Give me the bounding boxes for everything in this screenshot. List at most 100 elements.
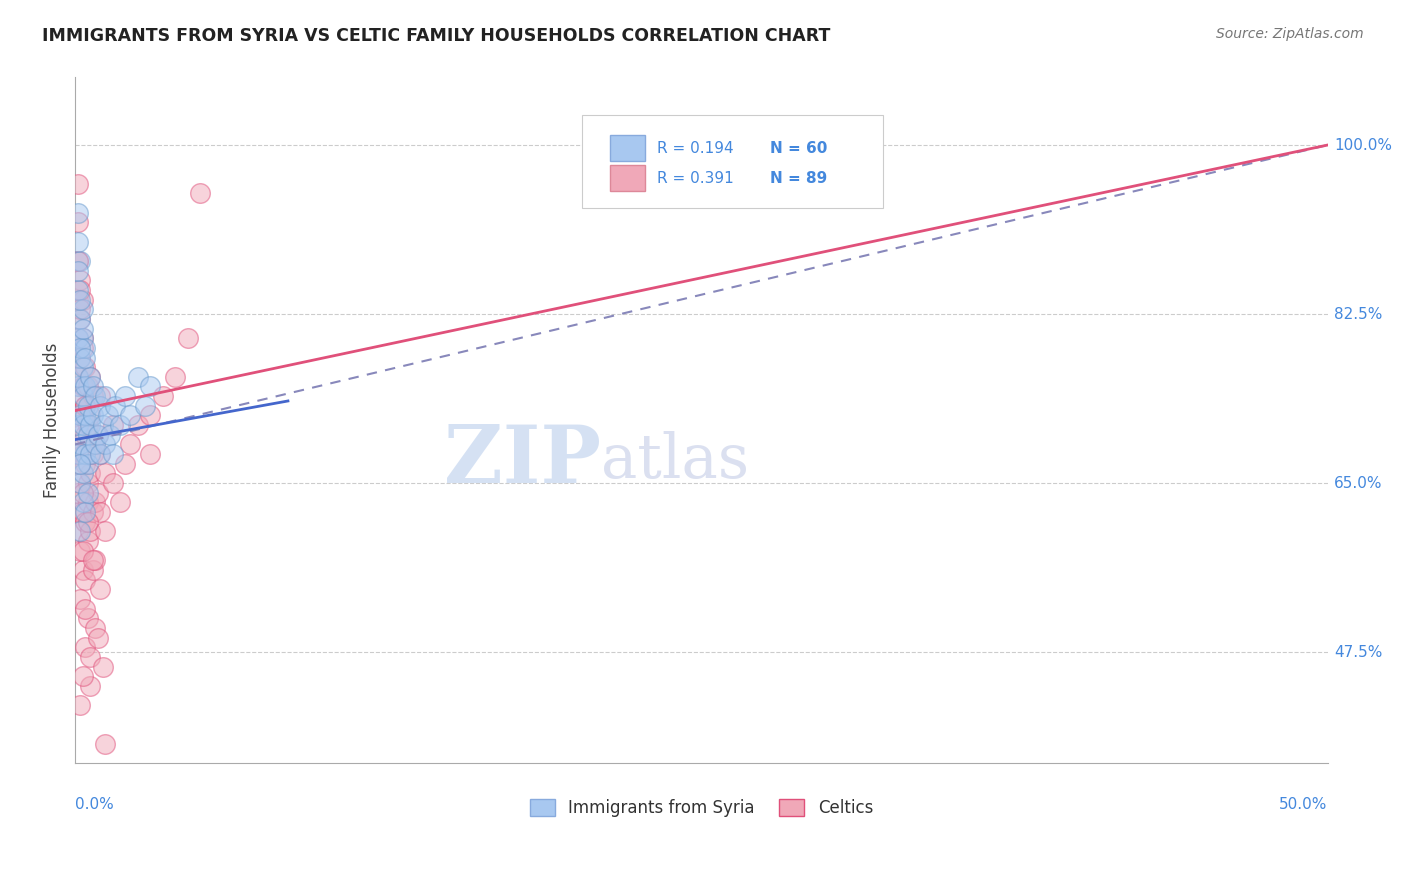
Point [86,427,108,442]
Point [134,399,156,413]
Point [82,553,104,567]
Point [139,447,162,461]
Point [72,379,94,393]
Point [66,331,89,345]
Point [69,351,91,365]
Point [76,485,98,500]
Point [69,302,91,317]
Point [73,573,96,587]
Point [89,389,111,403]
Point [66,254,89,268]
Point [69,543,91,558]
Point [127,369,149,384]
Point [73,505,96,519]
Point [86,427,108,442]
Point [69,311,91,326]
Point [66,369,89,384]
Point [91,418,114,433]
Point [76,399,98,413]
Point [91,659,114,673]
Text: atlas: atlas [602,432,749,491]
Point [89,447,111,461]
Point [66,447,89,461]
Point [86,485,108,500]
Point [73,601,96,615]
Point [72,409,94,423]
Point [120,409,142,423]
Legend: Immigrants from Syria, Celtics: Immigrants from Syria, Celtics [523,792,880,823]
Point [72,389,94,403]
Point [94,389,117,403]
Point [97,409,120,423]
Point [69,311,91,326]
Point [94,524,117,539]
Text: Source: ZipAtlas.com: Source: ZipAtlas.com [1216,27,1364,41]
Point [72,467,94,481]
Point [66,283,89,297]
Point [72,302,94,317]
Point [69,293,91,307]
Point [76,495,98,509]
Point [69,591,91,606]
Point [76,515,98,529]
Text: N = 89: N = 89 [770,170,827,186]
Point [84,437,107,451]
Point [89,447,111,461]
Point [127,418,149,433]
Point [73,640,96,655]
Point [84,495,107,509]
Point [76,457,98,471]
Point [66,254,89,268]
Point [152,389,174,403]
Point [66,215,89,229]
Point [89,399,111,413]
Point [98,427,121,442]
Point [69,273,91,287]
Point [73,427,96,442]
Text: IMMIGRANTS FROM SYRIA VS CELTIC FAMILY HOUSEHOLDS CORRELATION CHART: IMMIGRANTS FROM SYRIA VS CELTIC FAMILY H… [42,27,831,45]
Point [104,399,127,413]
Point [73,409,96,423]
Point [66,418,89,433]
Point [108,495,131,509]
Point [72,495,94,509]
Point [73,399,96,413]
Point [66,409,89,423]
Point [73,515,96,529]
Point [94,437,117,451]
Bar [610,135,645,161]
Point [79,418,101,433]
FancyBboxPatch shape [582,115,883,208]
Bar [610,165,645,191]
Point [76,611,98,625]
Point [139,379,162,393]
Point [66,447,89,461]
Point [69,409,91,423]
Point [72,505,94,519]
Point [66,235,89,249]
Point [72,321,94,335]
Point [84,621,107,635]
Point [76,379,98,393]
Point [72,669,94,683]
Point [66,205,89,219]
Point [69,476,91,491]
Point [89,582,111,597]
Point [73,379,96,393]
Point [82,447,104,461]
Y-axis label: Family Households: Family Households [44,343,60,498]
Point [72,418,94,433]
Point [72,341,94,355]
Point [79,649,101,664]
Point [79,467,101,481]
Point [84,437,107,451]
Point [72,563,94,577]
Text: 47.5%: 47.5% [1334,645,1382,659]
Point [69,389,91,403]
Point [66,369,89,384]
Point [82,563,104,577]
Point [69,524,91,539]
Point [69,457,91,471]
Point [82,409,104,423]
Point [72,485,94,500]
